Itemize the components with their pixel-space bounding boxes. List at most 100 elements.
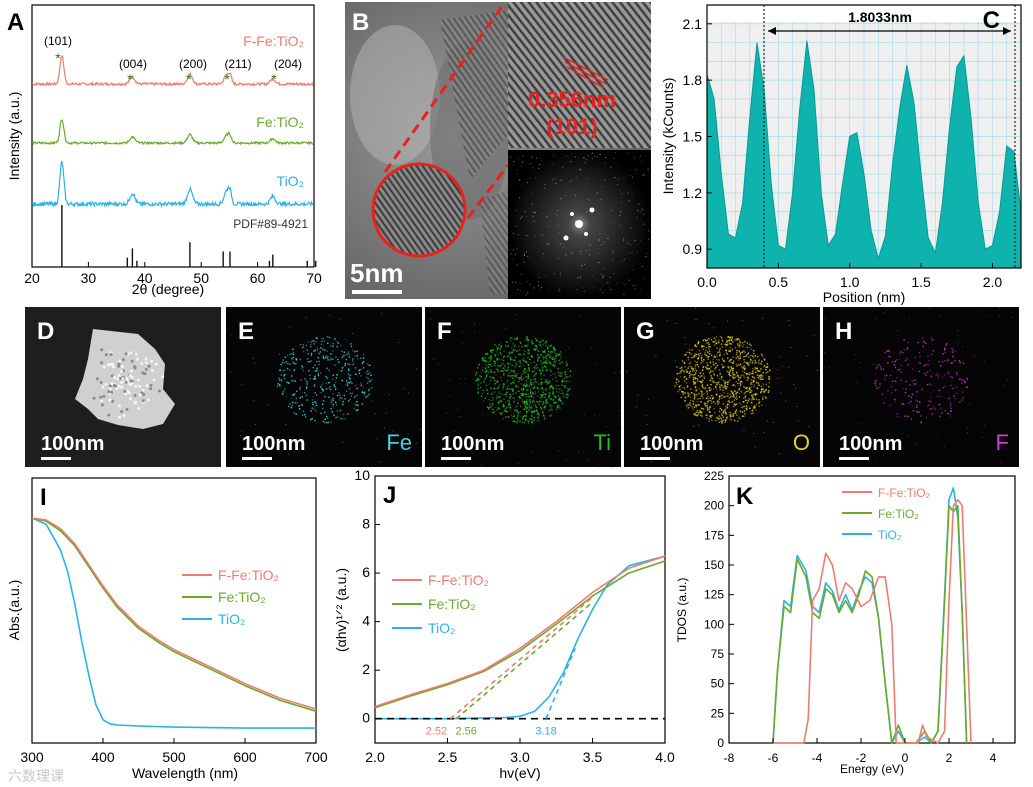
element-signal xyxy=(500,364,503,366)
element-signal xyxy=(940,365,942,367)
background-noise xyxy=(442,448,444,450)
element-signal xyxy=(530,405,532,408)
background-noise xyxy=(904,414,906,416)
element-signal xyxy=(708,346,710,348)
element-signal xyxy=(491,402,493,405)
fft-noise xyxy=(603,267,606,269)
fft-spot xyxy=(570,212,574,216)
particle-texture xyxy=(104,382,108,386)
element-signal xyxy=(735,363,738,365)
element-signal xyxy=(743,368,746,371)
fft-noise xyxy=(628,279,630,281)
element-signal xyxy=(566,363,568,365)
element-signal xyxy=(718,369,721,371)
fft-noise xyxy=(611,252,613,254)
element-signal xyxy=(559,400,562,402)
fft-noise xyxy=(520,166,523,168)
element-signal xyxy=(545,393,547,395)
element-signal xyxy=(492,399,494,401)
panel-letter: H xyxy=(835,318,852,345)
element-signal xyxy=(513,420,515,423)
element-signal xyxy=(765,366,767,368)
element-signal xyxy=(317,357,319,359)
background-noise xyxy=(983,361,985,363)
element-signal xyxy=(490,393,493,396)
element-signal xyxy=(900,351,902,353)
element-signal xyxy=(501,358,503,361)
element-signal xyxy=(754,359,756,361)
element-signal xyxy=(541,363,543,366)
element-signal xyxy=(526,400,528,403)
element-signal xyxy=(689,375,691,377)
particle-texture xyxy=(107,390,111,394)
panel-i-uvvis: 300 400 500 600 700 I Wavelength (nm) Abs.(a… xyxy=(6,477,328,781)
element-signal xyxy=(528,369,530,372)
element-signal xyxy=(762,388,764,390)
element-signal xyxy=(739,353,742,355)
element-signal xyxy=(558,385,560,387)
background-noise xyxy=(933,406,934,408)
element-signal xyxy=(503,398,505,401)
element-signal xyxy=(496,351,498,353)
element-signal xyxy=(479,375,481,377)
fft-noise xyxy=(641,160,643,162)
element-signal xyxy=(497,391,500,393)
element-signal xyxy=(515,406,517,408)
element-signal xyxy=(550,398,552,401)
background-noise xyxy=(374,413,376,414)
element-signal xyxy=(698,392,700,395)
element-signal xyxy=(524,401,527,403)
element-signal xyxy=(705,340,707,342)
element-signal xyxy=(549,404,551,406)
element-signal xyxy=(346,353,348,355)
element-signal xyxy=(568,380,571,382)
element-signal xyxy=(707,396,709,398)
element-signal xyxy=(964,381,966,383)
element-signal xyxy=(533,419,535,422)
element-signal xyxy=(701,356,703,359)
element-signal xyxy=(507,369,509,371)
element-signal xyxy=(558,391,560,393)
element-signal xyxy=(342,400,344,403)
element-signal xyxy=(349,363,351,366)
element-signal xyxy=(485,371,487,373)
element-signal xyxy=(478,364,480,366)
element-signal xyxy=(493,360,496,362)
background-noise xyxy=(943,446,945,448)
element-signal xyxy=(686,385,689,387)
element-signal xyxy=(688,372,691,374)
fft-noise xyxy=(591,268,593,270)
element-signal xyxy=(757,382,760,384)
element-signal xyxy=(758,362,760,365)
background-noise xyxy=(570,375,572,377)
element-signal xyxy=(523,415,526,417)
element-signal xyxy=(719,395,721,397)
element-signal xyxy=(565,393,568,396)
element-signal xyxy=(744,413,746,415)
element-signal xyxy=(326,377,328,379)
panel-letter: C xyxy=(983,7,1000,34)
element-signal xyxy=(700,395,702,397)
background-noise xyxy=(505,328,507,330)
background-noise xyxy=(626,370,628,372)
element-signal xyxy=(752,360,754,362)
particle-texture xyxy=(110,374,114,378)
element-signal xyxy=(564,373,567,376)
fft-noise xyxy=(516,225,518,227)
element-signal xyxy=(282,361,284,364)
element-signal xyxy=(283,373,286,376)
element-signal xyxy=(564,395,567,398)
element-signal xyxy=(544,351,546,354)
element-signal xyxy=(737,338,740,340)
series-line xyxy=(31,517,317,712)
fft-noise xyxy=(569,180,571,182)
element-signal xyxy=(727,336,729,338)
element-signal xyxy=(338,361,340,363)
element-signal xyxy=(763,389,765,391)
element-signal xyxy=(901,403,903,405)
element-signal xyxy=(683,371,686,373)
element-signal xyxy=(703,353,706,355)
element-signal xyxy=(543,342,545,345)
fft-noise xyxy=(532,167,534,169)
element-signal xyxy=(688,393,691,395)
